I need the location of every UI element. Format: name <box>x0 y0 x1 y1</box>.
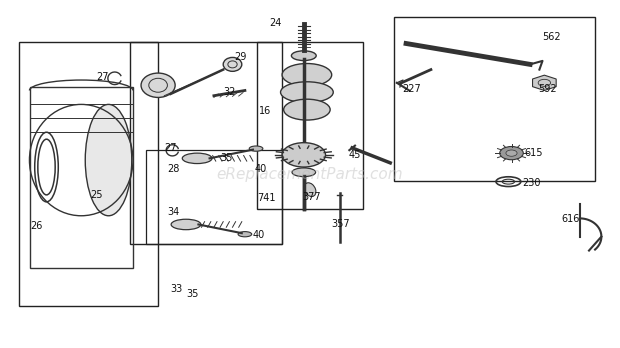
Text: 27: 27 <box>96 72 108 81</box>
Ellipse shape <box>86 104 131 216</box>
Text: 227: 227 <box>402 84 420 94</box>
Circle shape <box>500 147 523 160</box>
Text: 28: 28 <box>167 164 180 174</box>
Text: 377: 377 <box>303 192 321 201</box>
Text: 562: 562 <box>542 32 561 41</box>
Text: 35: 35 <box>186 289 198 299</box>
Text: 25: 25 <box>90 190 102 200</box>
Ellipse shape <box>282 63 332 86</box>
Ellipse shape <box>182 153 212 164</box>
Text: 616: 616 <box>561 214 580 224</box>
Text: 24: 24 <box>270 18 282 27</box>
Text: 357: 357 <box>332 220 350 229</box>
Text: 592: 592 <box>538 84 557 94</box>
Text: 35: 35 <box>220 153 232 163</box>
Ellipse shape <box>304 183 316 197</box>
Text: 40: 40 <box>253 230 265 240</box>
Ellipse shape <box>223 57 242 71</box>
Bar <box>130 42 282 244</box>
Text: 45: 45 <box>349 150 361 160</box>
Circle shape <box>506 150 517 156</box>
Text: eReplacementParts.com: eReplacementParts.com <box>216 166 404 182</box>
Text: 615: 615 <box>524 148 542 158</box>
Text: 26: 26 <box>30 221 42 231</box>
Ellipse shape <box>171 219 201 230</box>
Text: 29: 29 <box>234 53 247 62</box>
Circle shape <box>282 143 326 167</box>
Text: 741: 741 <box>257 193 276 203</box>
Text: 40: 40 <box>254 164 267 174</box>
Ellipse shape <box>280 82 334 103</box>
Ellipse shape <box>141 73 175 97</box>
Text: 16: 16 <box>259 106 272 116</box>
Bar <box>19 42 158 306</box>
Bar <box>394 17 595 181</box>
Ellipse shape <box>283 99 330 120</box>
Bar <box>146 150 282 244</box>
Bar <box>257 42 363 209</box>
Text: 27: 27 <box>164 143 177 153</box>
Text: 34: 34 <box>167 207 180 217</box>
Ellipse shape <box>238 232 252 237</box>
Bar <box>30 87 133 268</box>
Text: 230: 230 <box>522 178 541 188</box>
Text: 32: 32 <box>223 87 236 97</box>
Ellipse shape <box>249 146 263 151</box>
Text: 33: 33 <box>170 284 183 294</box>
Ellipse shape <box>291 51 316 61</box>
Ellipse shape <box>292 168 316 176</box>
